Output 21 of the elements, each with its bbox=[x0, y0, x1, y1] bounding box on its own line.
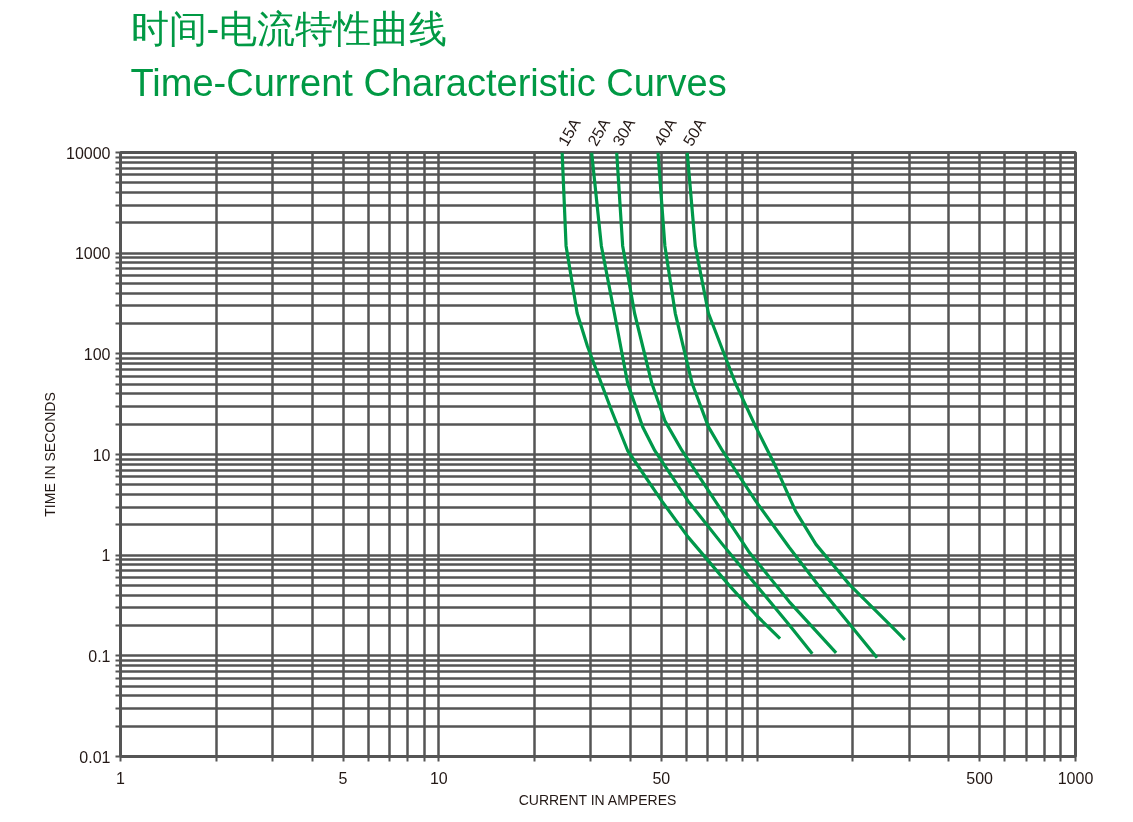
x-tick-label: 50 bbox=[652, 769, 671, 787]
x-tick-label: 1000 bbox=[1057, 769, 1094, 787]
x-tick-label: 5 bbox=[338, 769, 348, 787]
chart-subtitle: Time-Current Characteristic Curves bbox=[130, 61, 727, 104]
x-tick-label: 500 bbox=[966, 769, 994, 787]
x-tick-label: 10 bbox=[429, 769, 448, 787]
y-tick-label: 0.1 bbox=[88, 647, 111, 665]
text: 25A bbox=[584, 115, 614, 149]
y-tick-label: 10 bbox=[92, 446, 111, 464]
y-axis-title: TIME IN SECONDS bbox=[42, 392, 59, 517]
chart-title: 时间-电流特性曲线 bbox=[130, 7, 448, 50]
x-axis-title: CURRENT IN AMPERES bbox=[518, 791, 677, 808]
y-tick-label: 1000 bbox=[74, 245, 111, 263]
text: 50A bbox=[679, 115, 709, 149]
text: 15A bbox=[554, 115, 584, 149]
y-tick-label: 1 bbox=[101, 547, 111, 565]
y-tick-label: 10000 bbox=[66, 144, 111, 162]
text: 40A bbox=[650, 115, 680, 149]
y-tick-label: 0.01 bbox=[79, 748, 111, 766]
y-tick-label: 100 bbox=[83, 345, 111, 363]
x-tick-label: 1 bbox=[116, 769, 126, 787]
